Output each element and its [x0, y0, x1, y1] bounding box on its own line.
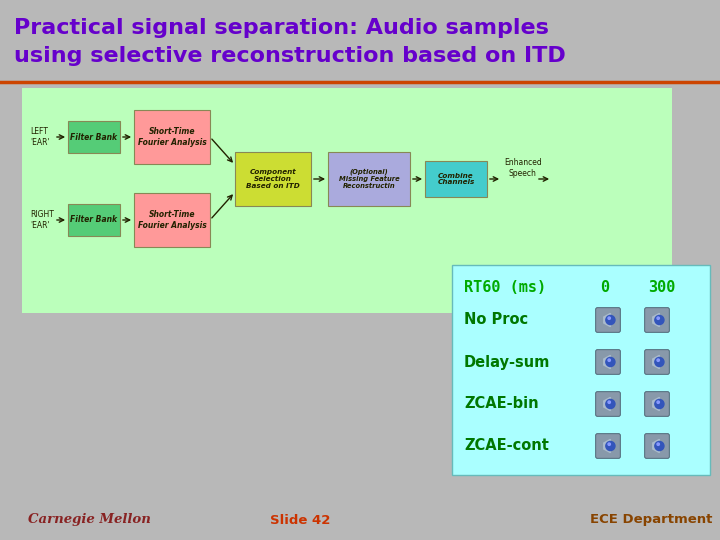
Circle shape	[608, 443, 611, 445]
Circle shape	[655, 441, 664, 450]
Circle shape	[655, 400, 664, 409]
Text: ZCAE-bin: ZCAE-bin	[464, 396, 539, 411]
Circle shape	[606, 400, 615, 409]
Polygon shape	[653, 440, 660, 453]
FancyBboxPatch shape	[68, 204, 120, 236]
Circle shape	[606, 357, 615, 367]
Text: Short-Time
Fourier Analysis: Short-Time Fourier Analysis	[138, 127, 207, 147]
Text: Filter Bank: Filter Bank	[71, 132, 117, 141]
Text: RT60 (ms): RT60 (ms)	[464, 280, 546, 294]
Text: Combine
Channels: Combine Channels	[437, 172, 474, 186]
Text: Slide 42: Slide 42	[270, 514, 330, 526]
Circle shape	[606, 315, 615, 325]
Bar	[452, 265, 710, 475]
Polygon shape	[604, 440, 611, 453]
FancyBboxPatch shape	[235, 152, 311, 206]
FancyBboxPatch shape	[595, 392, 621, 416]
Circle shape	[657, 443, 660, 445]
Circle shape	[608, 317, 611, 319]
Text: (Optional)
Missing Feature
Reconstructin: (Optional) Missing Feature Reconstructin	[338, 168, 400, 190]
FancyBboxPatch shape	[644, 392, 670, 416]
Text: Delay-sum: Delay-sum	[464, 354, 550, 369]
Text: using selective reconstruction based on ITD: using selective reconstruction based on …	[14, 46, 566, 66]
Polygon shape	[604, 397, 611, 410]
Bar	[452, 265, 710, 475]
Text: Short-Time
Fourier Analysis: Short-Time Fourier Analysis	[138, 210, 207, 230]
FancyBboxPatch shape	[644, 434, 670, 458]
Text: Filter Bank: Filter Bank	[71, 215, 117, 225]
Bar	[22, 88, 672, 313]
Text: Practical signal separation: Audio samples: Practical signal separation: Audio sampl…	[14, 18, 549, 38]
Circle shape	[657, 317, 660, 319]
Polygon shape	[653, 313, 660, 327]
FancyBboxPatch shape	[595, 308, 621, 332]
Polygon shape	[653, 355, 660, 369]
Polygon shape	[604, 355, 611, 369]
Text: 0: 0	[600, 280, 609, 294]
Text: No Proc: No Proc	[464, 313, 528, 327]
Text: LEFT
'EAR': LEFT 'EAR'	[30, 127, 50, 147]
FancyBboxPatch shape	[644, 350, 670, 374]
Circle shape	[606, 441, 615, 450]
FancyBboxPatch shape	[134, 193, 210, 247]
FancyBboxPatch shape	[644, 308, 670, 332]
Text: Carnegie Mellon: Carnegie Mellon	[28, 514, 151, 526]
Circle shape	[657, 359, 660, 361]
FancyBboxPatch shape	[134, 110, 210, 164]
Circle shape	[608, 359, 611, 361]
Text: Component
Selection
Based on ITD: Component Selection Based on ITD	[246, 169, 300, 189]
FancyBboxPatch shape	[68, 121, 120, 153]
FancyBboxPatch shape	[595, 350, 621, 374]
Polygon shape	[653, 397, 660, 410]
Circle shape	[655, 357, 664, 367]
Circle shape	[657, 401, 660, 403]
Text: 300: 300	[648, 280, 675, 294]
FancyBboxPatch shape	[328, 152, 410, 206]
FancyBboxPatch shape	[595, 434, 621, 458]
Circle shape	[655, 315, 664, 325]
Text: RIGHT
'EAR': RIGHT 'EAR'	[30, 210, 54, 230]
Text: ZCAE-cont: ZCAE-cont	[464, 438, 549, 454]
Polygon shape	[604, 313, 611, 327]
Text: Enhanced
Speech: Enhanced Speech	[504, 158, 541, 178]
FancyBboxPatch shape	[425, 161, 487, 197]
Text: ECE Department: ECE Department	[590, 514, 712, 526]
Circle shape	[608, 401, 611, 403]
